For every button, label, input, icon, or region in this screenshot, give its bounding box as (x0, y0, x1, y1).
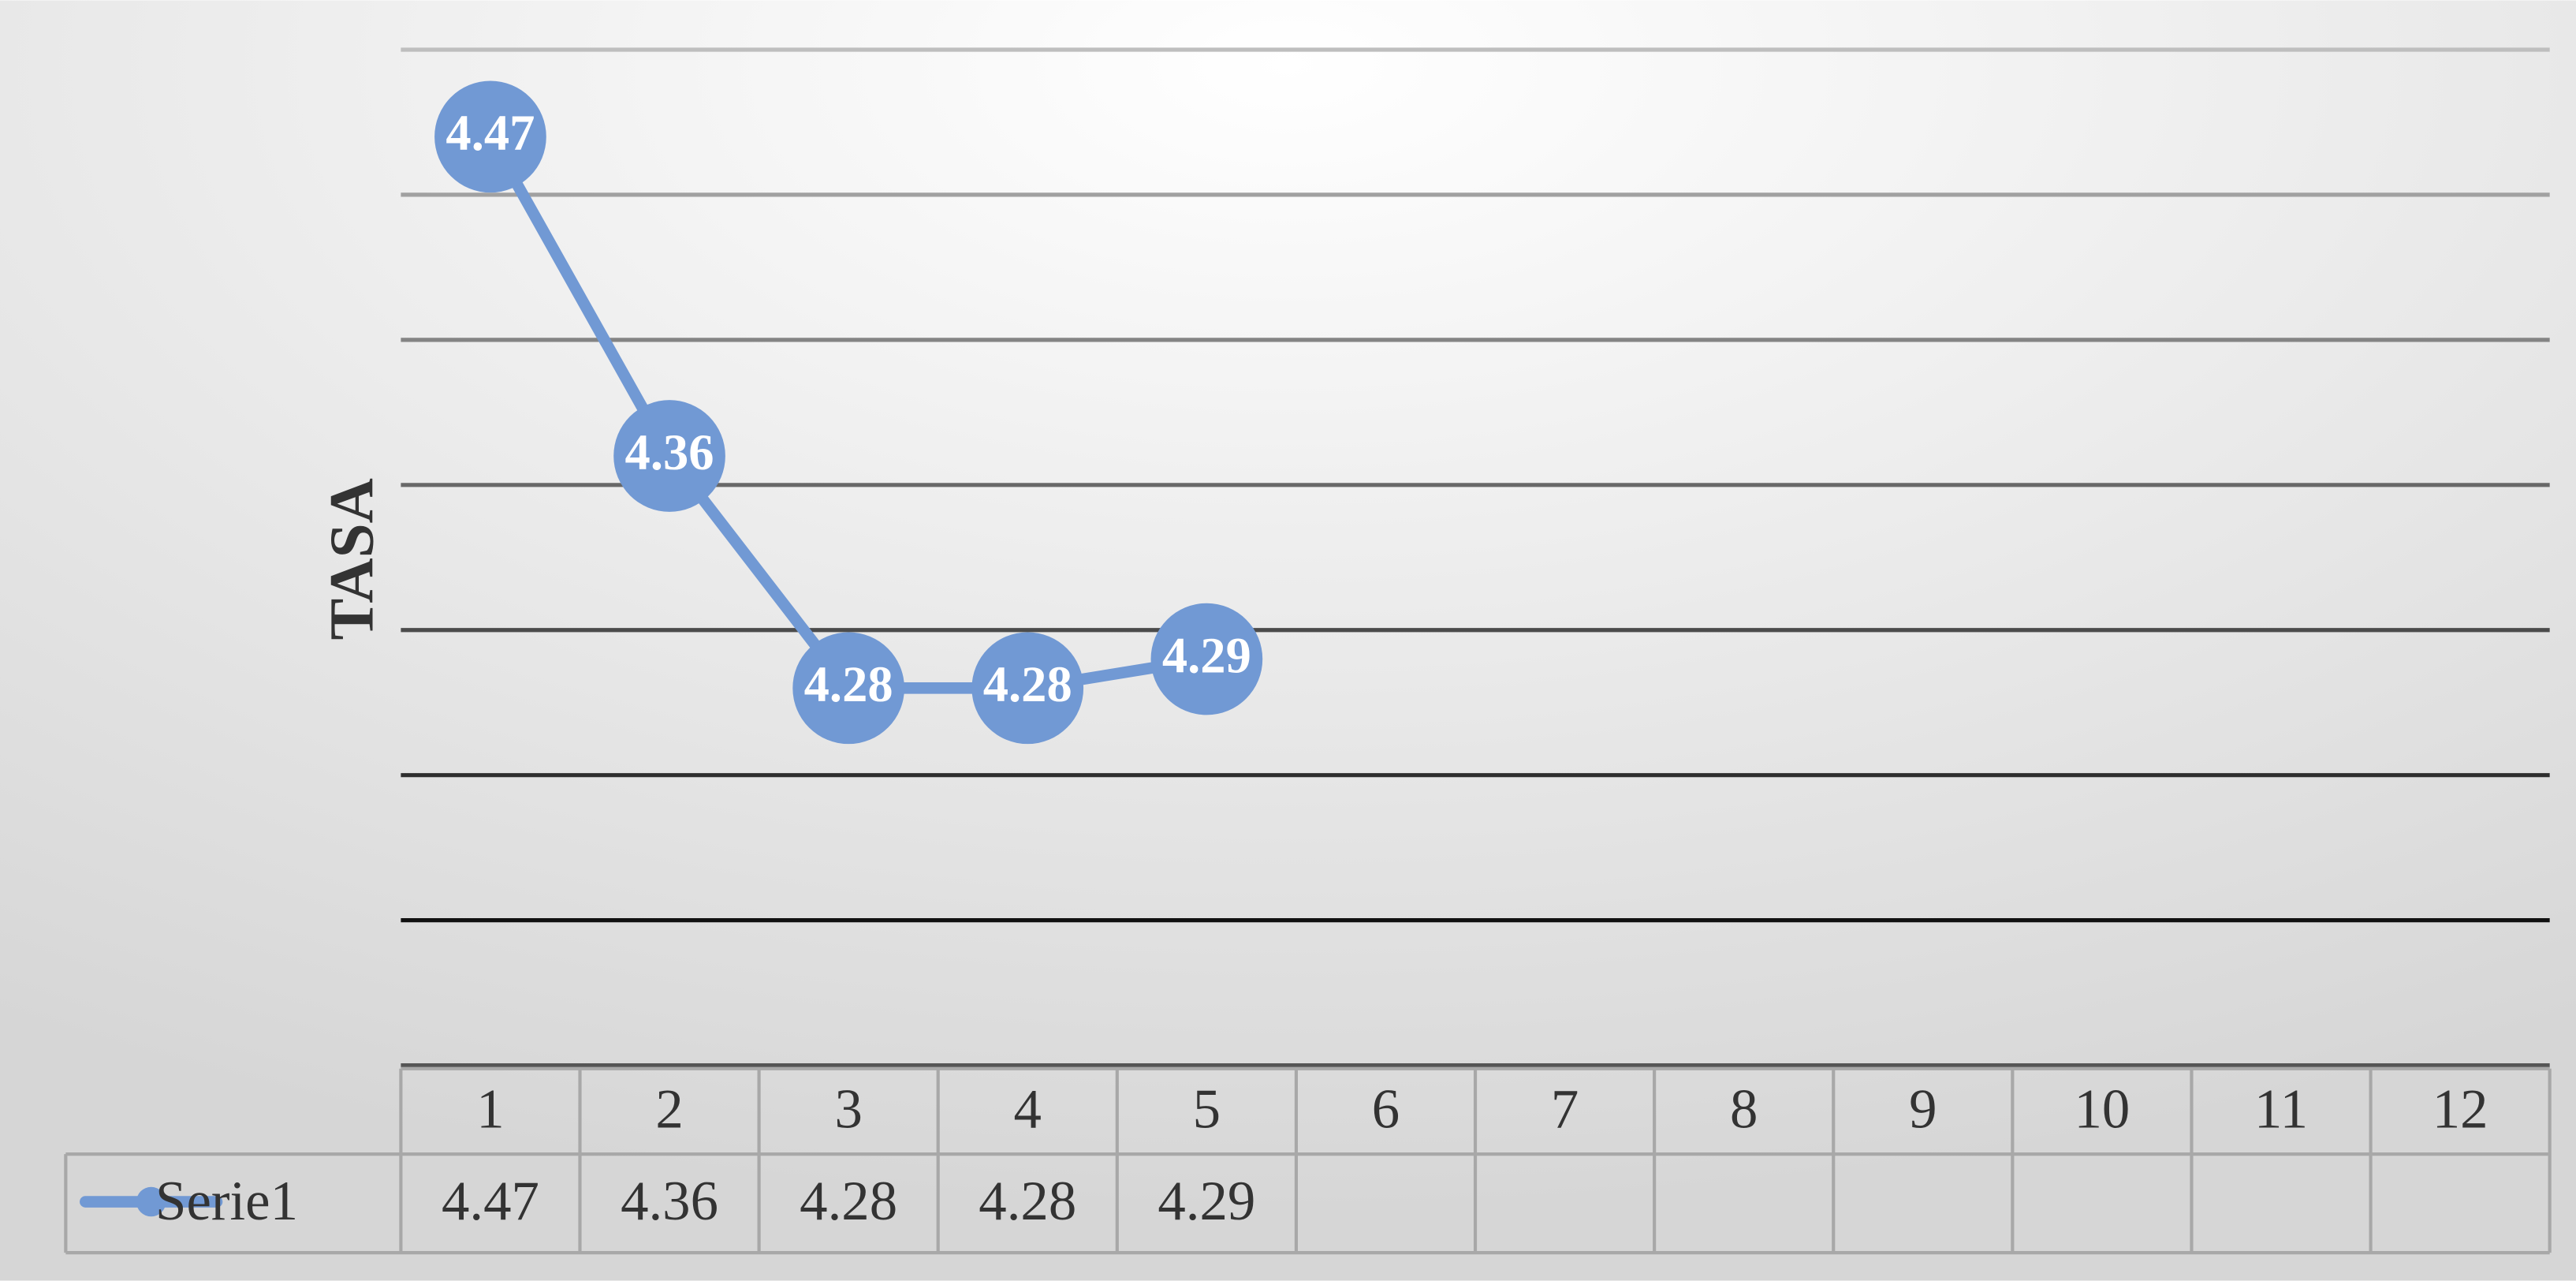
x-tick-label: 3 (834, 1078, 862, 1140)
x-tick-label: 10 (2074, 1078, 2130, 1140)
x-tick-label: 11 (2254, 1078, 2308, 1140)
data-label: 4.36 (625, 424, 714, 480)
x-tick-label: 4 (1014, 1078, 1042, 1140)
y-axis-label: TASA (317, 478, 386, 640)
marker (434, 80, 546, 193)
x-tick-label: 6 (1372, 1078, 1400, 1140)
x-tick-label: 12 (2432, 1078, 2488, 1140)
data-label: 4.47 (445, 104, 535, 161)
x-tick-label: 2 (655, 1078, 683, 1140)
marker (971, 632, 1084, 745)
marker (792, 632, 904, 745)
table-value: 4.36 (621, 1171, 718, 1232)
marker (613, 400, 725, 512)
legend-marker (136, 1186, 166, 1217)
x-tick-label: 7 (1551, 1078, 1579, 1140)
x-tick-label: 8 (1730, 1078, 1758, 1140)
table-value: 4.47 (442, 1171, 539, 1232)
table-value: 4.28 (979, 1171, 1076, 1232)
marker (1150, 603, 1263, 715)
table-value: 4.28 (800, 1171, 897, 1232)
data-label: 4.28 (983, 655, 1072, 712)
data-label: 4.28 (804, 655, 893, 712)
x-tick-label: 5 (1193, 1078, 1221, 1140)
data-label: 4.29 (1162, 626, 1251, 683)
x-tick-label: 1 (476, 1078, 504, 1140)
legend-label: Serie1 (155, 1171, 298, 1232)
x-tick-label: 9 (1909, 1078, 1937, 1140)
table-value: 4.29 (1158, 1171, 1255, 1232)
